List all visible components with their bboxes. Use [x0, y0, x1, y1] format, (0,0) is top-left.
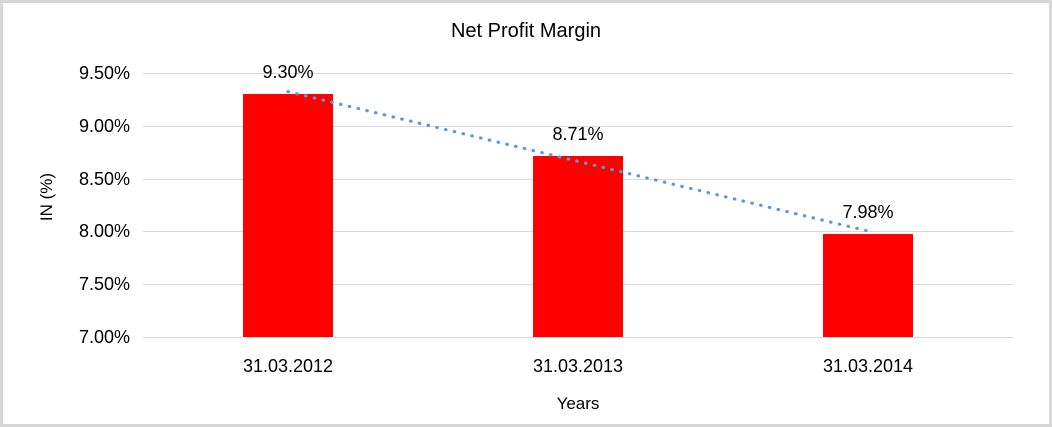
bar-31.03.2012[interactable]: [243, 94, 333, 337]
gridline: [143, 125, 1013, 127]
gridline: [143, 73, 1013, 74]
x-tick-label: 31.03.2014: [822, 356, 914, 376]
bar-31.03.2014[interactable]: [823, 233, 913, 337]
x-tick-label: 31.03.2013: [532, 356, 624, 376]
bar-31.03.2013[interactable]: [533, 156, 623, 337]
plot-area: [143, 73, 1013, 338]
y-tick-label: 7.50%: [78, 274, 130, 295]
x-tick-label: 31.03.2012: [242, 356, 334, 376]
y-tick-label: 7.00%: [78, 327, 130, 347]
chart-title: Net Profit Margin: [450, 20, 602, 42]
x-axis-title: Years: [556, 394, 600, 413]
gridline: [143, 337, 1013, 338]
trendline[interactable]: [143, 73, 1013, 337]
y-tick-label: 9.00%: [78, 115, 130, 136]
bar-data-label: 9.30%: [262, 62, 314, 83]
bar-data-label: 7.98%: [842, 201, 894, 222]
y-tick-label: 8.00%: [78, 221, 130, 242]
y-tick-label: 9.50%: [78, 63, 130, 83]
bar-data-label: 8.71%: [552, 124, 604, 145]
y-tick-label: 8.50%: [78, 168, 130, 189]
